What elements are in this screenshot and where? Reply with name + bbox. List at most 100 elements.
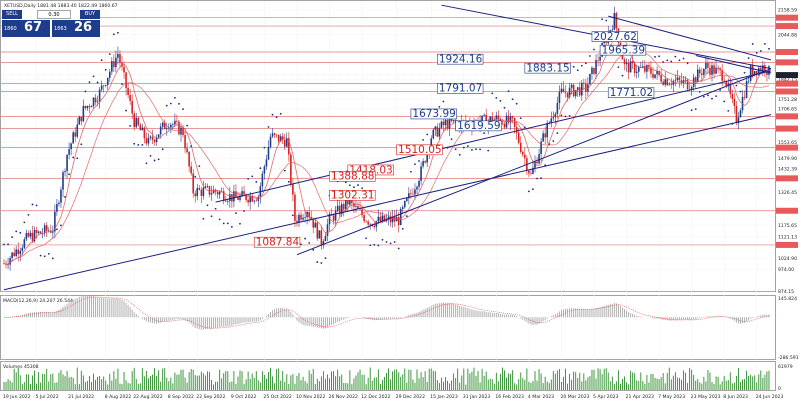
candle-body-bull <box>204 186 207 188</box>
candle-body-bull <box>66 154 68 172</box>
candle-body-bull <box>595 60 597 74</box>
candle-body-bull <box>642 66 644 68</box>
candle-body-bull <box>86 106 89 109</box>
candle-body-bear <box>517 132 520 143</box>
date-tick-label: 8 Sep 2022 <box>168 394 194 400</box>
sell-price-big: 67 <box>24 20 43 35</box>
candle-body-bull <box>509 116 512 123</box>
candle-body-bear <box>519 142 522 152</box>
pivot-label-box <box>599 44 647 56</box>
pivot-label: 2027.62 <box>593 31 636 43</box>
candle-body-bull <box>117 53 119 58</box>
sell-button[interactable]: SELL <box>2 10 22 19</box>
candle-body-bull <box>206 186 209 187</box>
candle-body-bull <box>210 193 213 195</box>
candle-body-bear <box>442 121 445 126</box>
candle-body-bear <box>332 215 335 221</box>
candle-body-bull <box>556 102 559 114</box>
candle-body-bull <box>15 249 18 256</box>
candle-body-bear <box>760 68 762 72</box>
candle-body-bear <box>273 133 276 135</box>
candle-body-bear <box>521 151 524 155</box>
candle-body-bear <box>446 119 449 129</box>
buy-button[interactable]: BUY <box>80 10 100 19</box>
buy-price-box[interactable]: 1863 26 <box>52 20 100 37</box>
parabolic-sar-dot <box>222 222 225 225</box>
level-price-tag <box>776 125 798 132</box>
candle-body-bull <box>558 91 561 103</box>
pivot-label-box <box>410 108 457 120</box>
candle-body-bear <box>176 120 178 122</box>
price-tick-label: 1842.15 <box>778 77 797 83</box>
sell-price-box[interactable]: 1860 67 <box>2 20 50 37</box>
candle-body-bull <box>554 113 557 118</box>
parabolic-sar-dot <box>129 124 132 127</box>
parabolic-sar-dot <box>564 115 567 118</box>
candle-body-bull <box>589 73 591 85</box>
candle-body-bear <box>660 75 662 82</box>
parabolic-sar-dot <box>495 96 498 99</box>
parabolic-sar-dot <box>104 68 107 71</box>
parabolic-sar-dot <box>271 113 274 116</box>
parabolic-sar-dot <box>442 100 445 103</box>
price-tick-label: 1175.65 <box>778 223 797 229</box>
parabolic-sar-dot <box>145 162 148 165</box>
parabolic-sar-dot <box>230 226 233 228</box>
pivot-label-box <box>591 31 638 42</box>
parabolic-sar-dot <box>369 244 372 247</box>
parabolic-sar-dot <box>157 158 160 161</box>
parabolic-sar-dot <box>190 145 193 147</box>
candle-body-bear <box>680 80 683 83</box>
candle-body-bull <box>399 208 402 225</box>
parabolic-sar-dot <box>414 163 416 166</box>
candle-body-bull <box>532 167 534 174</box>
candle-body-bull <box>674 80 677 81</box>
candle-body-bull <box>271 133 274 137</box>
pivot-label-box <box>396 144 443 156</box>
parabolic-sar-dot <box>527 190 530 193</box>
candle-body-bull <box>434 126 437 130</box>
level-price-tag <box>776 144 798 151</box>
candle-body-bull <box>324 235 327 242</box>
parabolic-sar-dot <box>182 108 184 111</box>
date-tick-label: 8 Aug 2022 <box>105 394 132 400</box>
parabolic-sar-dot <box>344 181 347 184</box>
candle-body-bear <box>13 252 15 256</box>
parabolic-sar-dot <box>11 236 14 239</box>
candle-body-bear <box>192 173 195 194</box>
candle-body-bull <box>340 204 343 215</box>
candle-body-bull <box>692 77 695 87</box>
candle-body-bull <box>489 116 492 121</box>
parabolic-sar-dot <box>707 94 709 97</box>
candle-body-bull <box>165 128 168 130</box>
candle-body-bear <box>131 100 133 114</box>
candle-body-bull <box>440 121 443 128</box>
candle-body-bull <box>753 71 756 75</box>
candle-body-bear <box>733 98 736 107</box>
moving-average-line <box>3 32 770 265</box>
candle-body-bull <box>104 85 107 86</box>
price-tick-label: 2158.59 <box>778 8 797 14</box>
candle-body-bull <box>395 217 398 222</box>
candle-body-bull <box>430 138 433 151</box>
buy-price-big: 26 <box>74 20 93 35</box>
candle-body-bull <box>70 143 72 150</box>
candle-body-bull <box>762 65 764 72</box>
candle-body-bull <box>613 12 616 30</box>
candle-body-bull <box>226 201 229 202</box>
pivot-label-box <box>437 53 484 65</box>
candle-body-bull <box>263 166 266 174</box>
candle-body-bear <box>347 198 349 205</box>
candle-body-bull <box>387 216 390 219</box>
candle-body-bear <box>80 116 83 122</box>
pivot-label-box <box>253 236 301 248</box>
parabolic-sar-dot <box>654 55 656 58</box>
pivot-label-box <box>455 120 502 132</box>
date-tick-label: 31 Jan 2023 <box>463 394 491 400</box>
price-tick-label: 1121.13 <box>778 235 797 241</box>
lot-size-input[interactable]: 0.30 <box>37 10 71 19</box>
candle-body-bear <box>583 82 585 84</box>
parabolic-sar-dot <box>312 248 315 251</box>
candle-body-bull <box>576 87 579 91</box>
